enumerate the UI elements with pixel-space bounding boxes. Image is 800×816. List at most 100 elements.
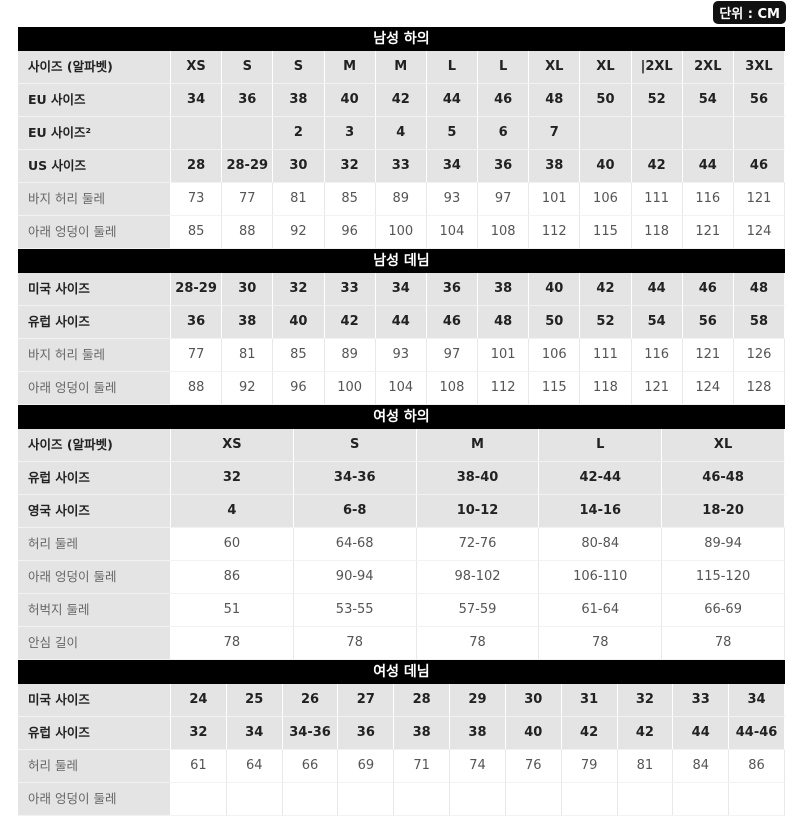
table-cell bbox=[733, 117, 786, 149]
table-cell: 34-36 bbox=[282, 717, 339, 749]
table-cell: S bbox=[293, 429, 417, 461]
table-cell: 93 bbox=[426, 183, 479, 215]
table-row: 아래 엉덩이 둘레 88 92 96 100 104 108 112 115 118 121 124 1… bbox=[18, 372, 786, 405]
table-cell: 71 bbox=[394, 750, 451, 782]
row-label: 미국 사이즈 bbox=[18, 273, 171, 305]
table-cell: 38 bbox=[529, 150, 581, 182]
table-cell: 108 bbox=[426, 372, 479, 404]
table-cell: 42 bbox=[631, 150, 683, 182]
table-cell: 6 bbox=[478, 117, 530, 149]
row-label: 허벅지 둘레 bbox=[18, 594, 171, 626]
table-cell: 106 bbox=[580, 183, 632, 215]
table-cell: 77 bbox=[222, 183, 274, 215]
table-cell: 42 bbox=[580, 273, 632, 305]
row-label: 영국 사이즈 bbox=[18, 495, 171, 527]
table-cell: 29 bbox=[450, 684, 506, 716]
table-cell: M bbox=[416, 429, 540, 461]
table-cell: 93 bbox=[375, 339, 427, 371]
table-cell: 38 bbox=[450, 717, 506, 749]
table-cell: 46 bbox=[478, 84, 530, 116]
table-cell: 3XL bbox=[733, 51, 786, 83]
table-cell: 121 bbox=[682, 216, 734, 248]
table-cell: XS bbox=[171, 429, 294, 461]
table-cell bbox=[282, 783, 339, 815]
table-cell: 121 bbox=[682, 339, 734, 371]
table-cell: 28-29 bbox=[222, 150, 274, 182]
table-cell: 69 bbox=[338, 750, 395, 782]
table-cell: 34-36 bbox=[293, 462, 417, 494]
table-cell bbox=[729, 783, 785, 815]
table-row: 유럽 사이즈 32 34-36 38-40 42-44 46-48 bbox=[18, 462, 785, 495]
table-cell: 3 bbox=[324, 117, 376, 149]
table-cell: 50 bbox=[529, 306, 581, 338]
table-cell: 44 bbox=[426, 84, 479, 116]
table-cell bbox=[617, 783, 674, 815]
table-cell: 115 bbox=[529, 372, 581, 404]
table-cell: 14-16 bbox=[539, 495, 663, 527]
table-cell: 34 bbox=[426, 150, 479, 182]
row-label: 안심 길이 bbox=[18, 627, 171, 659]
table-cell: 46 bbox=[426, 306, 479, 338]
table-cell: 42 bbox=[561, 717, 618, 749]
table-cell: 111 bbox=[580, 339, 632, 371]
table-cell: L bbox=[539, 429, 663, 461]
table-cell: 66 bbox=[282, 750, 339, 782]
table-cell: 30 bbox=[505, 684, 562, 716]
table-cell: 124 bbox=[733, 216, 786, 248]
table-cell: XL bbox=[662, 429, 785, 461]
table-cell: 7 bbox=[529, 117, 581, 149]
table-cell bbox=[505, 783, 562, 815]
table-cell: L bbox=[478, 51, 530, 83]
table-cell: 53-55 bbox=[293, 594, 417, 626]
table-cell: 116 bbox=[631, 339, 683, 371]
table-cell: 42 bbox=[617, 717, 674, 749]
table-row: 미국 사이즈 24 25 26 27 28 29 30 31 32 33 34 bbox=[18, 684, 785, 717]
table-cell: 78 bbox=[539, 627, 663, 659]
table-cell bbox=[226, 783, 283, 815]
table-row: 바지 허리 둘레 73 77 81 85 89 93 97 101 106 111 116 121 bbox=[18, 183, 786, 216]
table-cell bbox=[450, 783, 506, 815]
table-cell: 25 bbox=[226, 684, 283, 716]
row-label: 바지 허리 둘레 bbox=[18, 183, 171, 215]
row-label: 유럽 사이즈 bbox=[18, 717, 171, 749]
table-cell: 64-68 bbox=[293, 528, 417, 560]
table-cell: 32 bbox=[171, 462, 294, 494]
table-cell: 118 bbox=[631, 216, 683, 248]
table-cell: XL bbox=[529, 51, 581, 83]
table-cell: 57-59 bbox=[416, 594, 540, 626]
table-cell: 115-120 bbox=[662, 561, 785, 593]
size-table-section: 남성 하의 사이즈 (알파벳) XS S S M M L L XL XL |2XL 2XL 3XL EU 사… bbox=[18, 27, 786, 249]
table-cell bbox=[673, 783, 730, 815]
row-label: 아래 엉덩이 둘레 bbox=[18, 561, 171, 593]
table-cell: 76 bbox=[505, 750, 562, 782]
table-row: 허벅지 둘레 51 53-55 57-59 61-64 66-69 bbox=[18, 594, 785, 627]
table-cell bbox=[171, 117, 223, 149]
table-cell: 24 bbox=[171, 684, 227, 716]
table-cell: 46 bbox=[733, 150, 786, 182]
row-label: 바지 허리 둘레 bbox=[18, 339, 171, 371]
row-label: EU 사이즈 bbox=[18, 84, 171, 116]
table-cell: 2 bbox=[273, 117, 325, 149]
table-cell: 34 bbox=[375, 273, 427, 305]
table-cell: 38 bbox=[273, 84, 325, 116]
table-cell: 101 bbox=[478, 339, 530, 371]
table-cell: 10-12 bbox=[416, 495, 540, 527]
table-cell: 88 bbox=[222, 216, 274, 248]
table-cell: 78 bbox=[171, 627, 294, 659]
table-row: 유럽 사이즈 36 38 40 42 44 46 48 50 52 54 56 58 bbox=[18, 306, 786, 339]
table-cell: 4 bbox=[375, 117, 427, 149]
table-row: 허리 둘레 61 64 66 69 71 74 76 79 81 84 86 bbox=[18, 750, 785, 783]
table-row: 안심 길이 78 78 78 78 78 bbox=[18, 627, 785, 660]
table-cell: 38 bbox=[222, 306, 274, 338]
table-cell: 5 bbox=[426, 117, 479, 149]
row-label: 아래 엉덩이 둘레 bbox=[18, 216, 171, 248]
table-cell: 40 bbox=[580, 150, 632, 182]
table-cell: 100 bbox=[324, 372, 376, 404]
table-cell: 44 bbox=[631, 273, 683, 305]
table-cell: 46-48 bbox=[662, 462, 785, 494]
size-table-section: 남성 데님 미국 사이즈 28-29 30 32 33 34 36 38 40 42 44 46 48 유럽… bbox=[18, 249, 786, 405]
table-cell: 40 bbox=[273, 306, 325, 338]
table-cell: 34 bbox=[171, 84, 223, 116]
table-cell: 38-40 bbox=[416, 462, 540, 494]
table-cell: 44 bbox=[673, 717, 730, 749]
